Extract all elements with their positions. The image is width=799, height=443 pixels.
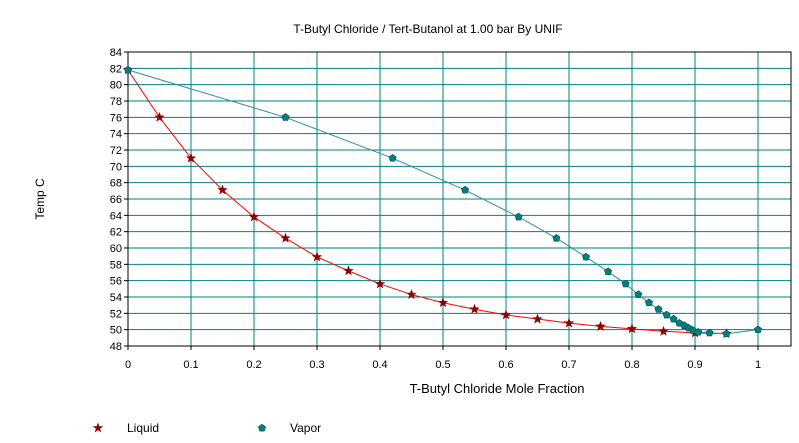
x-tick-label-9: 0.9 [687, 359, 702, 371]
y-tick-label-10: 68 [110, 178, 122, 190]
legend-vapor-marker [258, 423, 266, 432]
liquid-point-10 [437, 297, 449, 308]
liquid-point-8 [374, 278, 386, 289]
liquid-point-13 [532, 313, 543, 324]
vapor-point-9 [634, 290, 643, 298]
y-axis-label: Temp C [33, 178, 47, 220]
liquid-point-14 [563, 317, 575, 328]
y-tick-label-14: 76 [110, 112, 122, 124]
vapor-point-13 [669, 314, 678, 323]
liquid-point-9 [406, 289, 417, 299]
y-tick-label-12: 72 [110, 145, 122, 157]
vapor-point-6 [582, 252, 590, 261]
vapor-point-5 [552, 234, 561, 242]
liquid-point-2 [185, 152, 197, 163]
x-axis-label: T-Butyl Chloride Mole Fraction [410, 381, 585, 396]
vapor-point-4 [514, 212, 523, 221]
vapor-point-11 [654, 305, 663, 313]
x-tick-label-0: 0 [125, 359, 131, 371]
liquid-point-4 [248, 211, 260, 222]
y-tick-label-16: 80 [110, 80, 122, 92]
y-tick-label-13: 74 [110, 129, 122, 141]
x-tick-label-8: 0.8 [624, 359, 639, 371]
y-tick-label-0: 48 [110, 341, 122, 353]
liquid-point-6 [311, 251, 323, 262]
y-tick-label-4: 56 [110, 276, 122, 288]
legend-vapor-label: Vapor [290, 421, 321, 435]
y-tick-label-5: 58 [110, 259, 122, 271]
vapor-point-20 [722, 329, 731, 338]
x-tick-label-6: 0.6 [498, 359, 513, 371]
vapor-point-19 [705, 328, 714, 337]
vapor-point-7 [604, 267, 613, 276]
x-tick-label-7: 0.7 [561, 359, 576, 371]
legend: Liquid Vapor [92, 421, 321, 435]
liquid-point-5 [280, 232, 291, 243]
x-tick-label-5: 0.5 [435, 359, 450, 371]
liquid-curve [127, 69, 727, 335]
y-tick-label-15: 78 [110, 96, 122, 108]
liquid-point-3 [217, 184, 228, 195]
vapor-point-10 [645, 298, 653, 307]
y-tick-label-8: 64 [110, 210, 122, 222]
vapor-point-12 [662, 310, 671, 319]
liquid-point-17 [658, 325, 669, 336]
data-series [122, 64, 762, 339]
liquid-point-11 [469, 303, 480, 314]
vapor-point-2 [388, 153, 397, 162]
vapor-point-1 [281, 113, 290, 121]
y-tick-label-11: 70 [110, 161, 122, 173]
liquid-point-16 [626, 323, 638, 334]
x-tick-label-1: 0.1 [183, 359, 198, 371]
x-tick-label-4: 0.4 [372, 359, 387, 371]
y-tick-label-18: 84 [110, 47, 122, 59]
y-tick-label-9: 66 [110, 194, 122, 206]
y-tick-label-2: 52 [110, 308, 122, 320]
chart-title: T-Butyl Chloride / Tert-Butanol at 1.00 … [293, 22, 562, 36]
x-tick-label-10: 1 [755, 359, 761, 371]
vapor-point-0 [124, 65, 132, 74]
x-tick-label-2: 0.2 [246, 359, 261, 371]
grid-lines [127, 51, 791, 347]
y-tick-label-3: 54 [110, 292, 122, 304]
x-axis: 0 0.1 0.2 0.3 0.4 0.5 0.6 0.7 0.8 0.9 1 [125, 346, 761, 371]
vapor-point-21 [754, 325, 762, 334]
vapor-point-8 [621, 279, 630, 288]
x-tick-label-3: 0.3 [309, 359, 324, 371]
y-tick-label-1: 50 [110, 325, 122, 337]
legend-liquid-label: Liquid [127, 421, 159, 435]
y-tick-label-7: 62 [110, 227, 122, 239]
liquid-point-15 [595, 320, 606, 331]
y-tick-label-6: 60 [110, 243, 122, 255]
y-axis: 48 50 52 54 56 58 60 62 64 66 68 70 72 74 76 78 80 82 84 [110, 47, 128, 353]
vapor-point-18 [694, 327, 703, 336]
y-tick-label-17: 82 [110, 63, 122, 75]
liquid-point-12 [500, 309, 512, 320]
vapor-point-3 [461, 185, 470, 194]
liquid-point-7 [343, 265, 354, 276]
liquid-point-1 [154, 111, 165, 122]
vapor-series [124, 65, 762, 338]
legend-liquid-marker [92, 422, 104, 433]
